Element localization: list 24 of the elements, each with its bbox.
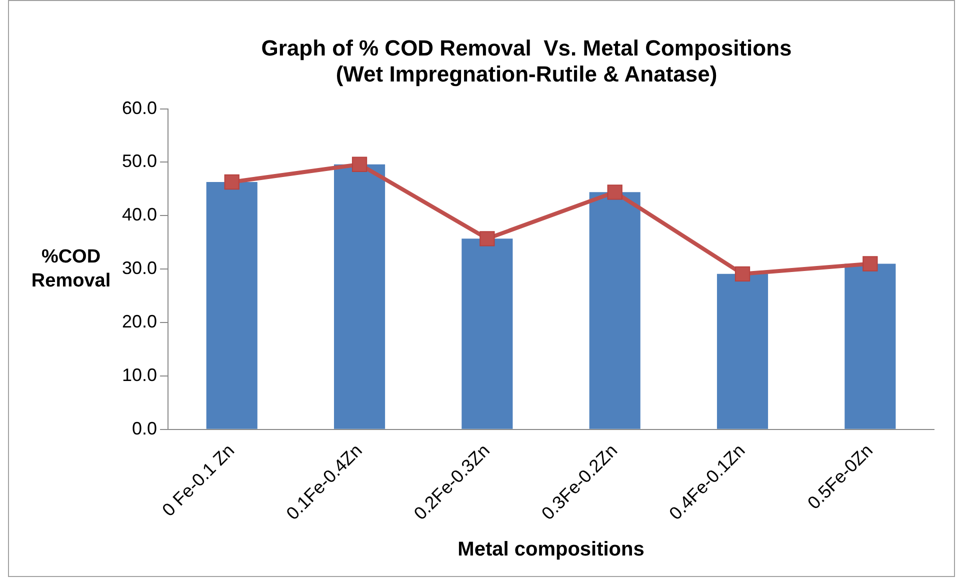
y-tick-label: 20.0: [122, 312, 158, 332]
y-tick-label: 30.0: [122, 258, 158, 278]
bar: [334, 164, 386, 429]
y-tick-label: 40.0: [122, 204, 158, 225]
bar: [844, 264, 896, 429]
y-tick-label: 60.0: [122, 98, 158, 118]
bar: [206, 182, 258, 429]
y-tick-label: 50.0: [122, 151, 158, 172]
y-tick-label: 0.0: [132, 418, 158, 438]
x-axis-title: Metal compositions: [458, 538, 644, 561]
point: [352, 156, 368, 172]
text: (Wet Impregnation-Rutile & Anatase): [336, 62, 718, 87]
point: [734, 266, 750, 282]
text: %COD: [41, 246, 101, 268]
y-tick-label: 10.0: [122, 364, 158, 385]
bar: [716, 274, 768, 429]
point: [224, 174, 240, 190]
point: [607, 184, 622, 200]
bar: [589, 192, 640, 429]
text: Removal: [31, 270, 111, 292]
point: [862, 256, 878, 272]
bar: [462, 238, 513, 429]
text: Graph of % COD Removal Vs. Metal Compositions: [261, 35, 792, 60]
point: [480, 231, 495, 246]
